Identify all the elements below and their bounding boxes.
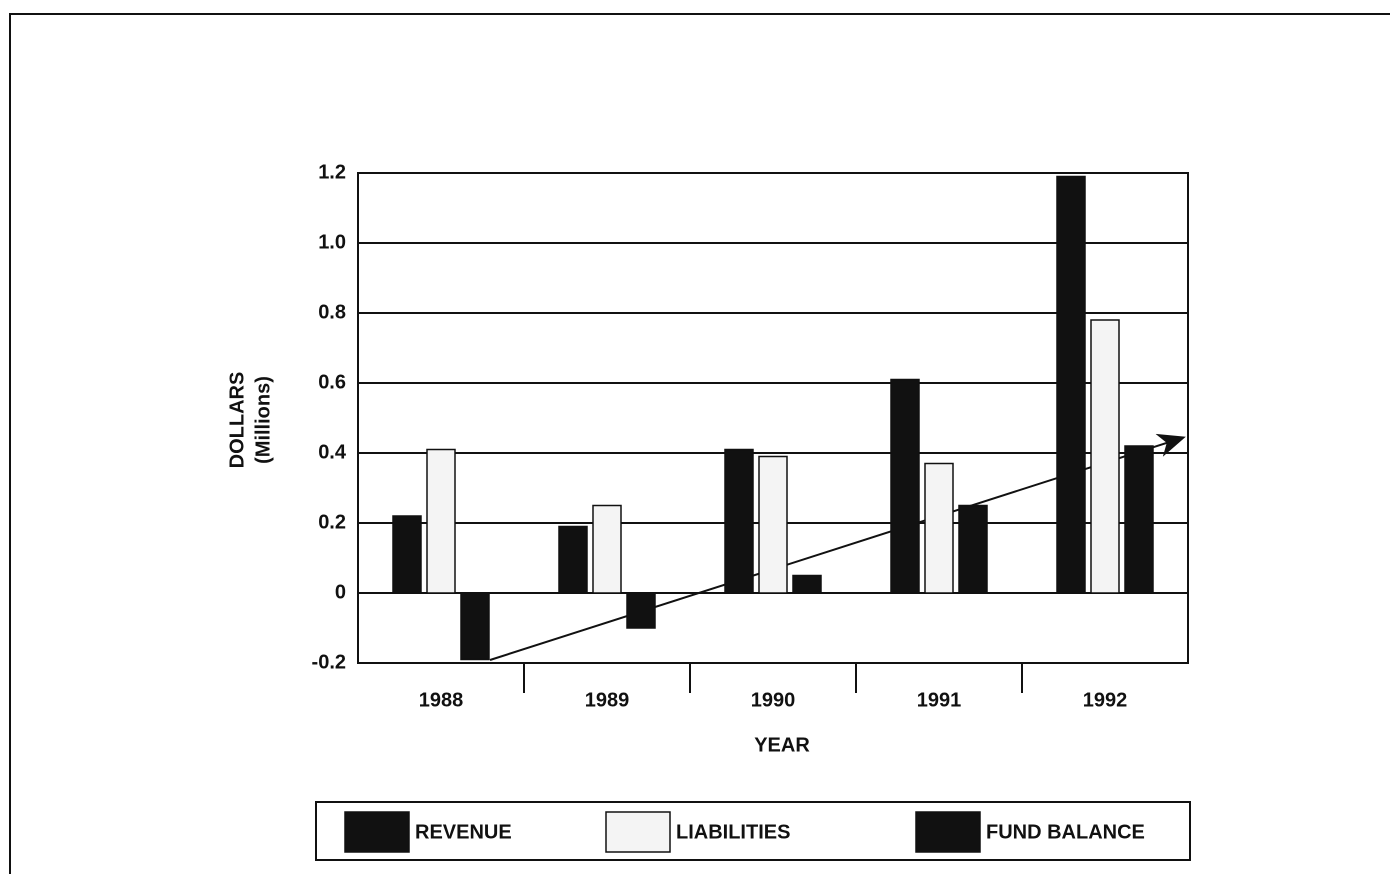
bar [1124,445,1154,594]
bar [558,525,588,594]
bar [792,574,822,594]
x-tick-label: 1990 [751,689,796,711]
bar [592,504,622,594]
y-axis-label-sub: (Millions) [252,376,274,464]
bar [724,448,754,594]
page-border [9,13,1390,874]
x-tick-label: 1991 [917,689,962,711]
y-tick-label: 0.8 [318,301,346,323]
legend-label: FUND BALANCE [986,821,1145,843]
bar [958,504,988,594]
y-tick-label: 0.2 [318,511,346,533]
y-tick-label: 1.0 [318,231,346,253]
x-axis-label: YEAR [754,734,810,756]
x-tick-label: 1988 [419,689,464,711]
y-tick-label: 1.2 [318,161,346,183]
y-tick-label: -0.2 [312,651,346,673]
bar [392,515,422,594]
y-axis-label: DOLLARS [226,372,248,469]
y-tick-label: 0.6 [318,371,346,393]
legend-label: REVENUE [415,821,512,843]
x-tick-label: 1992 [1083,689,1128,711]
bar [1056,175,1086,594]
bar [924,462,954,594]
x-tick-label: 1989 [585,689,630,711]
legend-swatch [344,811,410,853]
legend-box [315,801,1191,861]
bar [1090,319,1120,594]
legend-label: LIABILITIES [676,821,790,843]
bar [626,592,656,629]
y-tick-label: 0.4 [318,441,347,463]
legend-swatch [605,811,671,853]
bar [460,592,490,661]
bar [890,378,920,594]
bar [758,455,788,594]
y-tick-label: 0 [335,581,346,603]
bar [426,448,456,594]
legend-swatch [915,811,981,853]
